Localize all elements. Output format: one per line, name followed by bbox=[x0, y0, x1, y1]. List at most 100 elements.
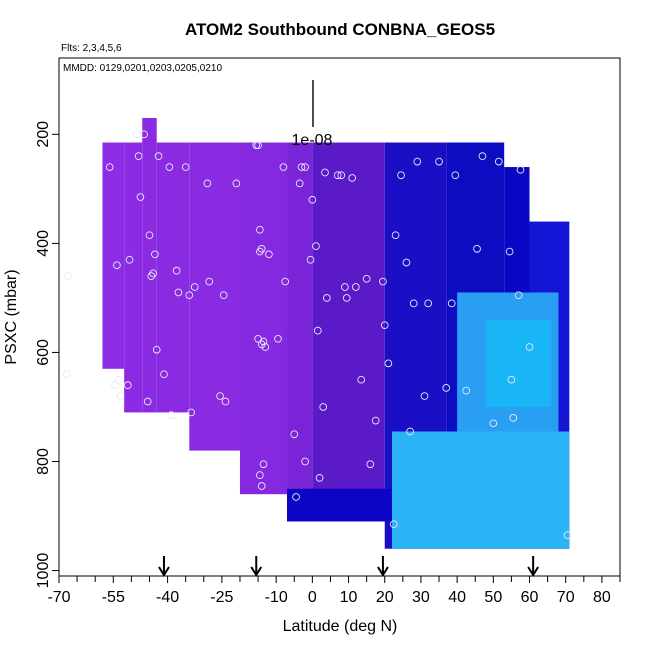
field-band bbox=[486, 319, 552, 407]
data-point bbox=[281, 277, 290, 286]
data-point bbox=[494, 157, 503, 166]
data-point bbox=[505, 247, 514, 256]
data-point bbox=[306, 255, 315, 264]
data-point bbox=[256, 247, 264, 256]
data-point bbox=[116, 392, 125, 400]
field-band bbox=[287, 488, 392, 522]
data-point bbox=[290, 430, 299, 439]
data-point bbox=[123, 381, 132, 390]
data-point bbox=[151, 250, 159, 259]
mmdd-annotation: MMDD: 0129,0201,0203,0205,0210 bbox=[63, 63, 222, 74]
data-point bbox=[391, 231, 400, 240]
data-point bbox=[348, 174, 357, 182]
field-cell bbox=[102, 142, 125, 369]
data-point bbox=[409, 299, 418, 308]
data-point bbox=[341, 283, 349, 291]
data-point bbox=[261, 343, 270, 351]
data-point bbox=[322, 294, 331, 302]
x-tick-label: 80 bbox=[593, 589, 611, 606]
data-point bbox=[254, 141, 262, 150]
data-point bbox=[308, 195, 317, 204]
field-band bbox=[391, 431, 570, 549]
arrow-head bbox=[250, 566, 263, 577]
data-point bbox=[406, 427, 414, 436]
data-point bbox=[221, 397, 230, 406]
measurement-points bbox=[63, 130, 572, 539]
x-tick-label: 50 bbox=[484, 589, 502, 606]
data-point bbox=[187, 408, 195, 417]
x-tick-label: 30 bbox=[412, 589, 430, 606]
data-point bbox=[478, 152, 487, 160]
data-point bbox=[447, 299, 456, 308]
data-point bbox=[379, 277, 387, 286]
data-point bbox=[319, 403, 328, 411]
latitude-arrow bbox=[250, 556, 263, 577]
data-point bbox=[259, 460, 268, 469]
data-point bbox=[301, 457, 309, 466]
data-point bbox=[216, 392, 224, 400]
data-point bbox=[152, 345, 161, 354]
field-cell bbox=[287, 142, 313, 522]
field-cell bbox=[189, 142, 240, 451]
chart-title: ATOM2 Southbound CONBNA_GEOS5 bbox=[185, 20, 495, 39]
data-point bbox=[167, 411, 176, 419]
x-axis-label: Latitude (deg N) bbox=[283, 618, 398, 635]
data-point bbox=[134, 152, 143, 160]
x-tick-label: -55 bbox=[102, 589, 125, 606]
data-point bbox=[435, 157, 443, 166]
data-point bbox=[337, 171, 346, 180]
data-point bbox=[333, 171, 342, 180]
data-point bbox=[371, 416, 380, 425]
plot-frame bbox=[58, 57, 621, 577]
y-tick-label: 200 bbox=[35, 121, 52, 148]
y-tick-label: 1000 bbox=[35, 553, 52, 589]
data-point bbox=[64, 272, 72, 280]
x-tick-label: 20 bbox=[376, 589, 394, 606]
y-axis: 200 400 600 800 1000 bbox=[35, 121, 59, 588]
data-point bbox=[165, 163, 174, 171]
data-point bbox=[265, 250, 273, 259]
y-tick-label: 800 bbox=[35, 448, 52, 475]
data-point bbox=[256, 471, 264, 479]
data-point bbox=[279, 163, 288, 171]
data-point bbox=[413, 157, 422, 166]
flights-label: Flts: 2,3,4,5,6 bbox=[61, 43, 122, 54]
data-point bbox=[362, 274, 371, 283]
x-tick-label: -70 bbox=[47, 589, 70, 606]
x-tick-label: 40 bbox=[448, 589, 466, 606]
latitude-arrow bbox=[527, 556, 539, 577]
x-tick-label: 70 bbox=[557, 589, 575, 606]
field-cell bbox=[124, 142, 143, 413]
x-tick-label: -40 bbox=[156, 589, 179, 606]
data-point bbox=[185, 291, 194, 300]
y-axis-label: PSXC (mbar) bbox=[3, 269, 20, 364]
data-point bbox=[397, 171, 405, 180]
data-point bbox=[136, 193, 145, 201]
arrow-head bbox=[527, 566, 539, 577]
data-point bbox=[149, 269, 157, 278]
data-point bbox=[252, 141, 261, 150]
data-point bbox=[366, 460, 375, 469]
data-point bbox=[313, 326, 322, 335]
field-cell bbox=[142, 117, 157, 413]
data-point bbox=[514, 291, 523, 300]
data-point bbox=[525, 343, 534, 351]
data-point bbox=[160, 370, 168, 379]
data-point bbox=[442, 384, 451, 392]
data-point bbox=[140, 130, 148, 139]
data-point bbox=[114, 375, 123, 384]
data-point bbox=[424, 299, 433, 308]
data-point bbox=[132, 130, 141, 139]
data-point bbox=[181, 163, 190, 171]
field-cell bbox=[156, 142, 190, 413]
y-tick-label: 400 bbox=[35, 230, 52, 257]
scale-bar-label: 1e-08 bbox=[292, 132, 333, 149]
data-point bbox=[301, 163, 309, 171]
data-point bbox=[516, 165, 525, 174]
data-point bbox=[489, 419, 498, 428]
y-tick-label: 600 bbox=[35, 339, 52, 366]
x-tick-label: 0 bbox=[308, 589, 317, 606]
data-point bbox=[174, 288, 183, 297]
data-point bbox=[203, 179, 212, 188]
